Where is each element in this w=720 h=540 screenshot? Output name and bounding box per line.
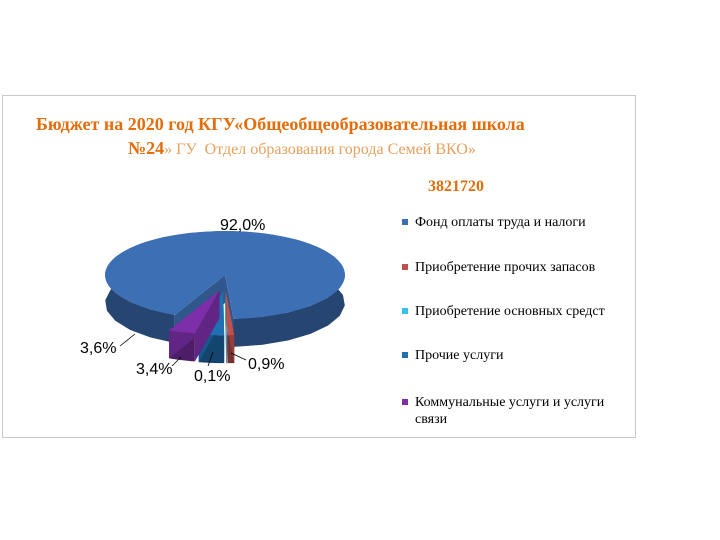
legend-swatch-1 [402, 264, 408, 270]
legend-label-0: Фонд оплаты труда и налоги [415, 215, 586, 230]
pie-slice-wall-1-1 [225, 291, 228, 364]
legend-swatch-3 [402, 352, 408, 358]
data-label-2: 0,1% [194, 368, 230, 385]
leader-line-4 [119, 333, 136, 347]
chart-subtitle-text: » ГУ Отдел образования города Семей ВКО» [164, 141, 476, 158]
budget-total: 3821720 [428, 178, 484, 195]
legend-swatch-0 [402, 219, 408, 225]
pie-slice-0 [105, 231, 346, 347]
legend-label-2: Приобретение основных средст [415, 304, 605, 319]
data-label-3: 3,4% [136, 361, 172, 378]
pie-slice-top-2 [225, 291, 227, 336]
leader-line-3 [171, 356, 182, 367]
leader-line-2 [207, 351, 214, 367]
pie-slice-wall-2-1 [225, 291, 227, 364]
legend-label-3: Прочие услуги [415, 348, 504, 363]
data-label-1: 0,9% [248, 356, 284, 373]
pie-slice-top-0 [105, 231, 346, 319]
pie-slice-1 [225, 291, 235, 364]
pie-slice-2 [225, 291, 227, 364]
chart-title-line-2: №24» ГУ Отдел образования города Семей В… [128, 138, 476, 159]
legend-label-1: Приобретение прочих запасов [415, 260, 596, 275]
data-label-0: 92,0% [220, 217, 265, 234]
data-label-4: 3,6% [80, 340, 116, 357]
legend-swatch-2 [402, 308, 408, 314]
leader-line-1 [230, 352, 247, 361]
pie-slice-top-1 [225, 291, 235, 336]
legend-swatch-4 [402, 399, 408, 405]
school-number: №24 [128, 138, 165, 158]
pie-slice-4 [169, 290, 220, 362]
pie-slice-top-4 [169, 290, 220, 334]
chart-title-line-1: Бюджет на 2020 год КГУ«Общеобщеобразоват… [36, 114, 525, 134]
legend-label-4: Коммунальные услуги и услуги связи [415, 395, 605, 427]
